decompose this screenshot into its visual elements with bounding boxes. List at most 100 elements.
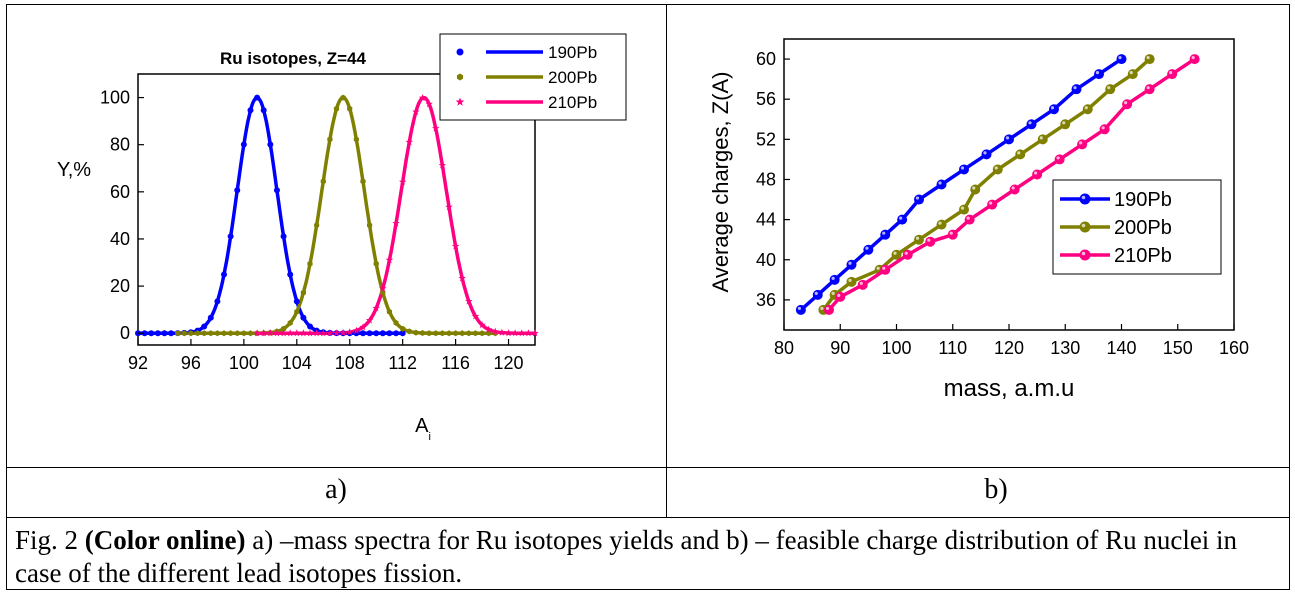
chart-b-point-highlight [1056,156,1060,160]
chart-b-series-190Pb-point [914,194,924,205]
chart-a-series-190Pb-point [247,107,254,114]
chart-a-series-200Pb-point [373,260,379,267]
chart-b-point-highlight [915,236,920,240]
chart-a-series-200Pb-point [208,330,214,337]
chart-a-series-190Pb-point [267,141,274,148]
chart-a-series-200Pb-point [181,330,187,337]
chart-a-series-190Pb-point [280,233,287,240]
chart-a-series-190Pb-point [234,187,241,194]
chart-b-legend-marker [1079,221,1091,233]
chart-b-series-200Pb-point [914,234,924,245]
chart-a-series-210Pb-point [412,107,420,115]
chart-b-legend-label: 200Pb [1114,217,1172,239]
chart-a-ytick-label: 20 [110,276,130,296]
chart-b-series-190Pb-point [1026,119,1037,130]
panel-label-b: b) [984,474,1008,505]
chart-b-series-200Pb-point [1127,69,1138,80]
chart-a-series-210Pb-point [339,328,347,336]
chart-b-point-highlight [915,196,920,200]
chart-a-series-210Pb-point [266,329,274,337]
chart-a-series-210Pb-point [365,316,374,324]
chart-a-series-210Pb-point [306,329,314,337]
chart-b-series-210Pb-point [902,249,913,260]
chart-b-series-200Pb-point [959,204,969,215]
chart-a-series-190Pb-point [161,330,168,337]
chart-a-series-190Pb-point [141,330,148,337]
chart-a-series-210Pb-point [471,312,480,320]
chart-b-point-highlight [1073,86,1077,90]
chart-a-plot-area [137,73,536,346]
chart-b-ytick-label: 44 [756,210,776,230]
chart-b-series-210Pb-point [964,214,975,225]
chart-b-point-highlight [938,221,942,225]
chart-a-series-200Pb-point [300,289,306,296]
chart-a-series-210Pb-point [498,328,506,336]
chart-b-series-210Pb-point [925,236,936,247]
chart-a-series-210Pb-point [293,329,301,337]
chart-a-series-210Pb-point [399,178,407,185]
chart-b-ytick-label: 52 [756,129,776,149]
chart-b-xtick-label: 120 [994,338,1024,358]
chart-b-series-200Pb-point [970,184,981,195]
chart-a-series-210Pb-point [418,94,427,102]
chart-a-series-210Pb-point [379,284,387,292]
chart-a-series-210Pb-point [518,329,526,337]
chart-b-point-highlight [814,291,818,295]
chart-a-xtick-label: 92 [128,353,148,373]
chart-a-series-200Pb-point [241,330,247,337]
chart-a-series-210Pb-point [312,329,321,337]
chart-b-series-210Pb-point [835,291,846,302]
chart-a-series-210Pb-point [385,256,394,264]
chart-b-point-highlight [972,186,976,190]
chart-b-point-highlight [983,151,987,155]
chart-a-legend-marker [455,97,465,106]
chart-a-series-200Pb-point [228,330,234,337]
chart-a-series-210Pb-fit-line [257,95,535,335]
chart-a-ylabel: Y,% [57,159,91,181]
chart-a-ytick-label: 40 [110,229,130,249]
panel-divider-vertical [666,4,667,518]
chart-b-point-highlight [837,293,841,297]
chart-b-legend-marker-highlight [1081,251,1086,256]
chart-a-series-200Pb-point [466,330,472,337]
caption-prefix: Fig. 2 [15,525,85,555]
chart-a-title: Ru isotopes, Z=44 [220,49,366,68]
chart-b-series-210Pb-point [1054,154,1065,165]
chart-b-point-highlight [927,238,931,242]
chart-b-point-highlight [1107,86,1111,90]
chart-b-series-210Pb-point [1099,124,1110,135]
chart-b-legend-marker [1079,193,1091,205]
chart-a-series-190Pb-point [287,271,294,278]
chart-b-point-highlight [966,216,970,220]
chart-a-series-210Pb-point [524,329,533,337]
chart-a-series-200Pb-point [393,319,399,326]
chart-a-series-210Pb-point [253,329,261,337]
chart-b-point-highlight [1146,86,1150,90]
chart-b-ytick-label: 36 [756,290,776,310]
chart-a-ytick-label: 100 [100,88,130,108]
chart-b-series-210Pb-point [987,199,998,210]
chart-a-series-210Pb-point [425,100,433,108]
chart-a-series-190Pb-point [359,330,366,337]
chart-a-series-210Pb-point [260,329,268,337]
chart-b-series-210Pb-point [857,279,868,290]
chart-a-series-200Pb-point [214,330,220,337]
chart-a-ytick-label: 60 [110,182,130,202]
chart-b-xtick-label: 150 [1163,338,1193,358]
chart-b-point-highlight [1005,136,1010,140]
chart-a-series-200Pb-point [439,330,445,337]
chart-a-series-200Pb-point [472,330,478,337]
chart-b-series-210Pb-point [1167,69,1178,80]
chart-a-series-200Pb-point [479,330,485,337]
chart-b-point-highlight [1062,121,1066,125]
chart-b-point-highlight [904,251,908,255]
chart-b-point-highlight [899,216,903,220]
chart-a-xtick-label: 120 [494,353,524,373]
chart-a-series-190Pb-point [307,323,314,330]
chart-a-xlabel-subscript: i [428,431,430,443]
chart-b-point-highlight [960,206,965,210]
chart-b-series-190Pb-point [863,244,874,255]
chart-a-xtick-label: 104 [282,353,312,373]
chart-b-xlabel: mass, a.m.u [944,375,1075,402]
chart-b-point-highlight [865,246,869,250]
